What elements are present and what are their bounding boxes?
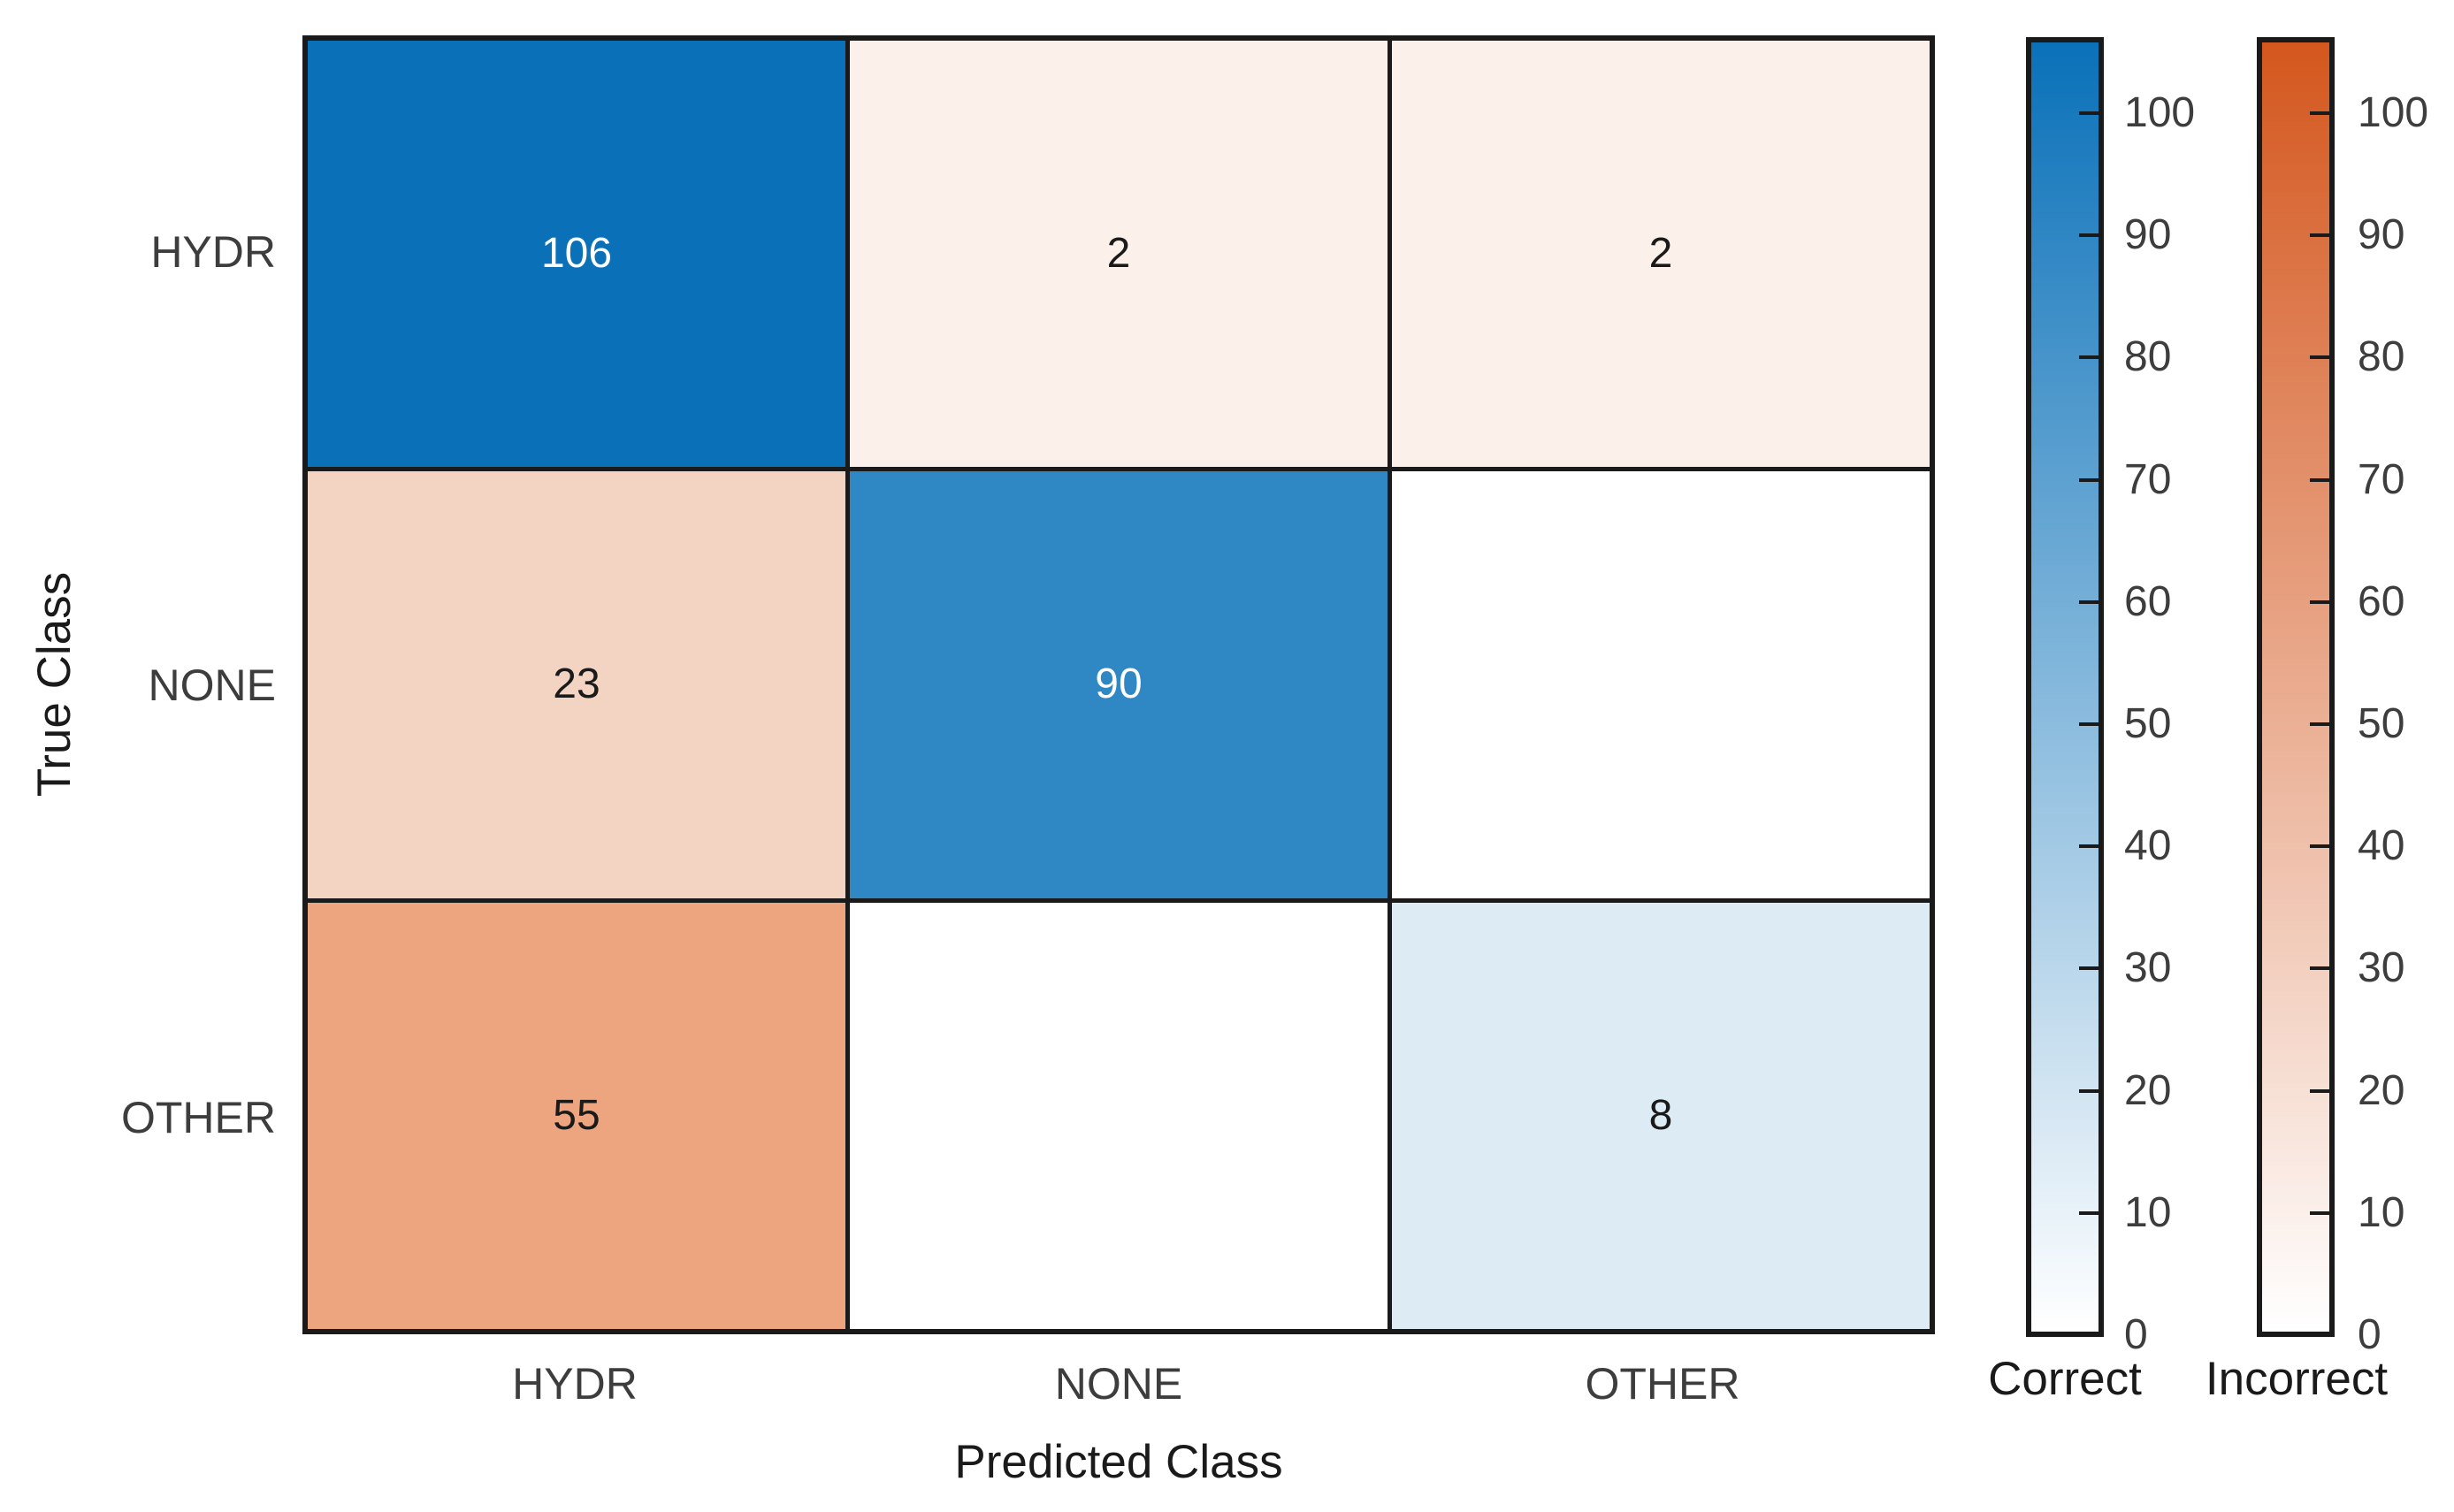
colorbar-tick-label: 70: [2358, 455, 2405, 503]
colorbar-tick-mark: [2079, 844, 2099, 849]
colorbar-tick-label: 100: [2124, 89, 2196, 136]
colorbar-tick-label: 100: [2358, 89, 2429, 136]
colorbar-tick-mark: [2310, 599, 2329, 604]
confusion-matrix: 106 2 2 23 90 55 8: [302, 35, 1935, 1334]
colorbar-incorrect: [2257, 37, 2335, 1337]
colorbar-tick-mark: [2310, 1333, 2329, 1337]
matrix-cell: 55: [308, 902, 845, 1329]
colorbar-tick-mark: [2079, 599, 2099, 604]
colorbar-tick-mark: [2079, 477, 2099, 482]
matrix-cell: 8: [1392, 902, 1930, 1329]
colorbar-tick-mark: [2310, 233, 2329, 238]
colorbar-tick-mark: [2079, 722, 2099, 726]
colorbar-tick-label: 40: [2358, 822, 2405, 870]
colorbar-tick-mark: [2079, 111, 2099, 115]
colorbar-tick-mark: [2079, 1088, 2099, 1093]
colorbar-incorrect-label: Incorrect: [2205, 1353, 2389, 1405]
colorbar-tick-mark: [2310, 111, 2329, 115]
colorbar-tick-mark: [2310, 1210, 2329, 1215]
colorbar-tick-label: 20: [2358, 1066, 2405, 1114]
colorbar-tick-label: 50: [2358, 700, 2405, 747]
colorbar-tick-label: 40: [2124, 822, 2172, 870]
matrix-cell: 90: [850, 471, 1388, 898]
x-axis-title: Predicted Class: [954, 1436, 1283, 1488]
colorbar-tick-label: 30: [2124, 944, 2172, 992]
x-tick-label: OTHER: [1585, 1359, 1740, 1409]
colorbar-tick-label: 30: [2358, 944, 2405, 992]
matrix-cell: 2: [850, 41, 1388, 468]
colorbar-tick-label: 0: [2124, 1311, 2148, 1358]
matrix-cell: [850, 902, 1388, 1329]
x-tick-label: HYDR: [512, 1359, 638, 1409]
colorbar-correct-label: Correct: [1988, 1353, 2142, 1405]
y-tick-label: OTHER: [121, 1093, 276, 1142]
colorbar-tick-label: 0: [2358, 1311, 2381, 1358]
colorbar-tick-mark: [2310, 477, 2329, 482]
colorbar-tick-label: 10: [2124, 1188, 2172, 1236]
colorbar-tick-label: 60: [2358, 577, 2405, 625]
y-tick-label: NONE: [148, 661, 276, 710]
colorbar-tick-label: 90: [2358, 211, 2405, 259]
colorbar-tick-label: 80: [2358, 333, 2405, 381]
colorbar-tick-label: 70: [2124, 455, 2172, 503]
colorbar-tick-mark: [2310, 355, 2329, 360]
colorbar-tick-mark: [2079, 966, 2099, 971]
matrix-cell: [1392, 471, 1930, 898]
colorbar-tick-mark: [2310, 966, 2329, 971]
colorbar-tick-mark: [2310, 844, 2329, 849]
matrix-cell: 2: [1392, 41, 1930, 468]
colorbar-tick-mark: [2079, 1210, 2099, 1215]
matrix-grid: 106 2 2 23 90 55 8: [308, 41, 1930, 1329]
colorbar-tick-mark: [2079, 1333, 2099, 1337]
matrix-cell: 106: [308, 41, 845, 468]
y-tick-label: HYDR: [150, 227, 276, 277]
x-tick-label: NONE: [1054, 1359, 1183, 1409]
colorbar-tick-mark: [2310, 722, 2329, 726]
colorbar-tick-label: 80: [2124, 333, 2172, 381]
colorbar-tick-mark: [2310, 1088, 2329, 1093]
colorbar-tick-label: 20: [2124, 1066, 2172, 1114]
colorbar-tick-label: 50: [2124, 700, 2172, 747]
colorbar-tick-mark: [2079, 233, 2099, 238]
colorbar-tick-label: 10: [2358, 1188, 2405, 1236]
colorbar-tick-mark: [2079, 355, 2099, 360]
colorbar-tick-label: 90: [2124, 211, 2172, 259]
matrix-cell: 23: [308, 471, 845, 898]
colorbar-correct: [2026, 37, 2104, 1337]
colorbar-tick-label: 60: [2124, 577, 2172, 625]
